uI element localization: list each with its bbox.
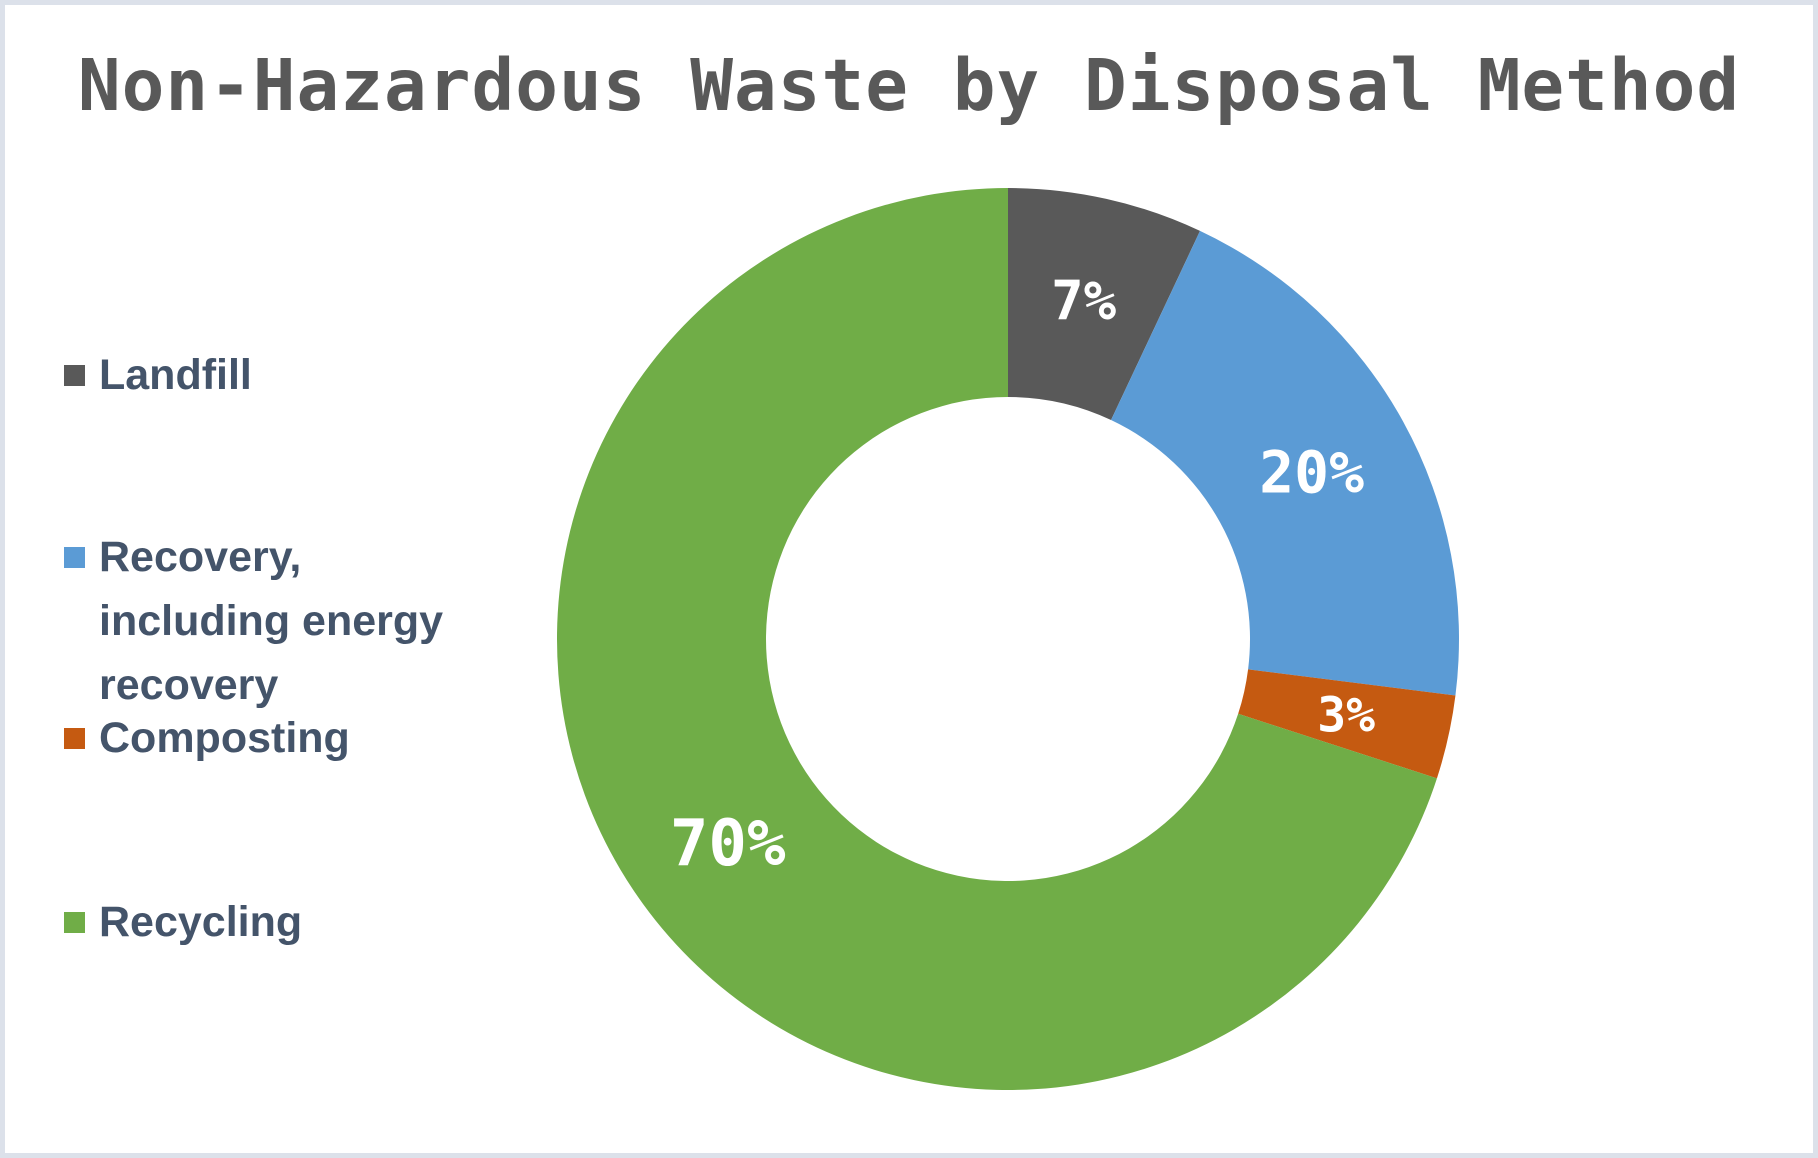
legend-item-composting: Composting (64, 706, 350, 770)
slice-recovery-including-energy-recovery (1111, 230, 1459, 696)
chart-title: Non-Hazardous Waste by Disposal Method (77, 44, 1741, 127)
legend-swatch-composting (64, 728, 85, 749)
slice-label-composting: 3% (1317, 687, 1375, 743)
legend-swatch-recycling (64, 912, 85, 933)
legend-label: Composting (99, 714, 350, 762)
legend-item-landfill: Landfill (64, 343, 252, 407)
legend-label: Landfill (99, 351, 252, 399)
slice-label-recovery-including-energy-recovery: 20% (1259, 438, 1364, 506)
legend-item-recovery: Recovery, including energy recovery (64, 525, 491, 717)
legend-item-recycling: Recycling (64, 890, 302, 954)
legend-swatch-recovery (64, 547, 85, 568)
slice-recycling (557, 188, 1437, 1090)
legend-label: Recycling (99, 898, 303, 946)
slice-label-recycling: 70% (670, 807, 786, 881)
slice-composting (1238, 669, 1456, 779)
legend-label: Recovery, including energy recovery (99, 533, 444, 709)
chart-legend: Landfill Recovery, including energy reco… (64, 0, 494, 1158)
legend-swatch-landfill (64, 365, 85, 386)
slice-label-landfill: 7% (1051, 270, 1117, 333)
slice-landfill (1008, 188, 1201, 421)
